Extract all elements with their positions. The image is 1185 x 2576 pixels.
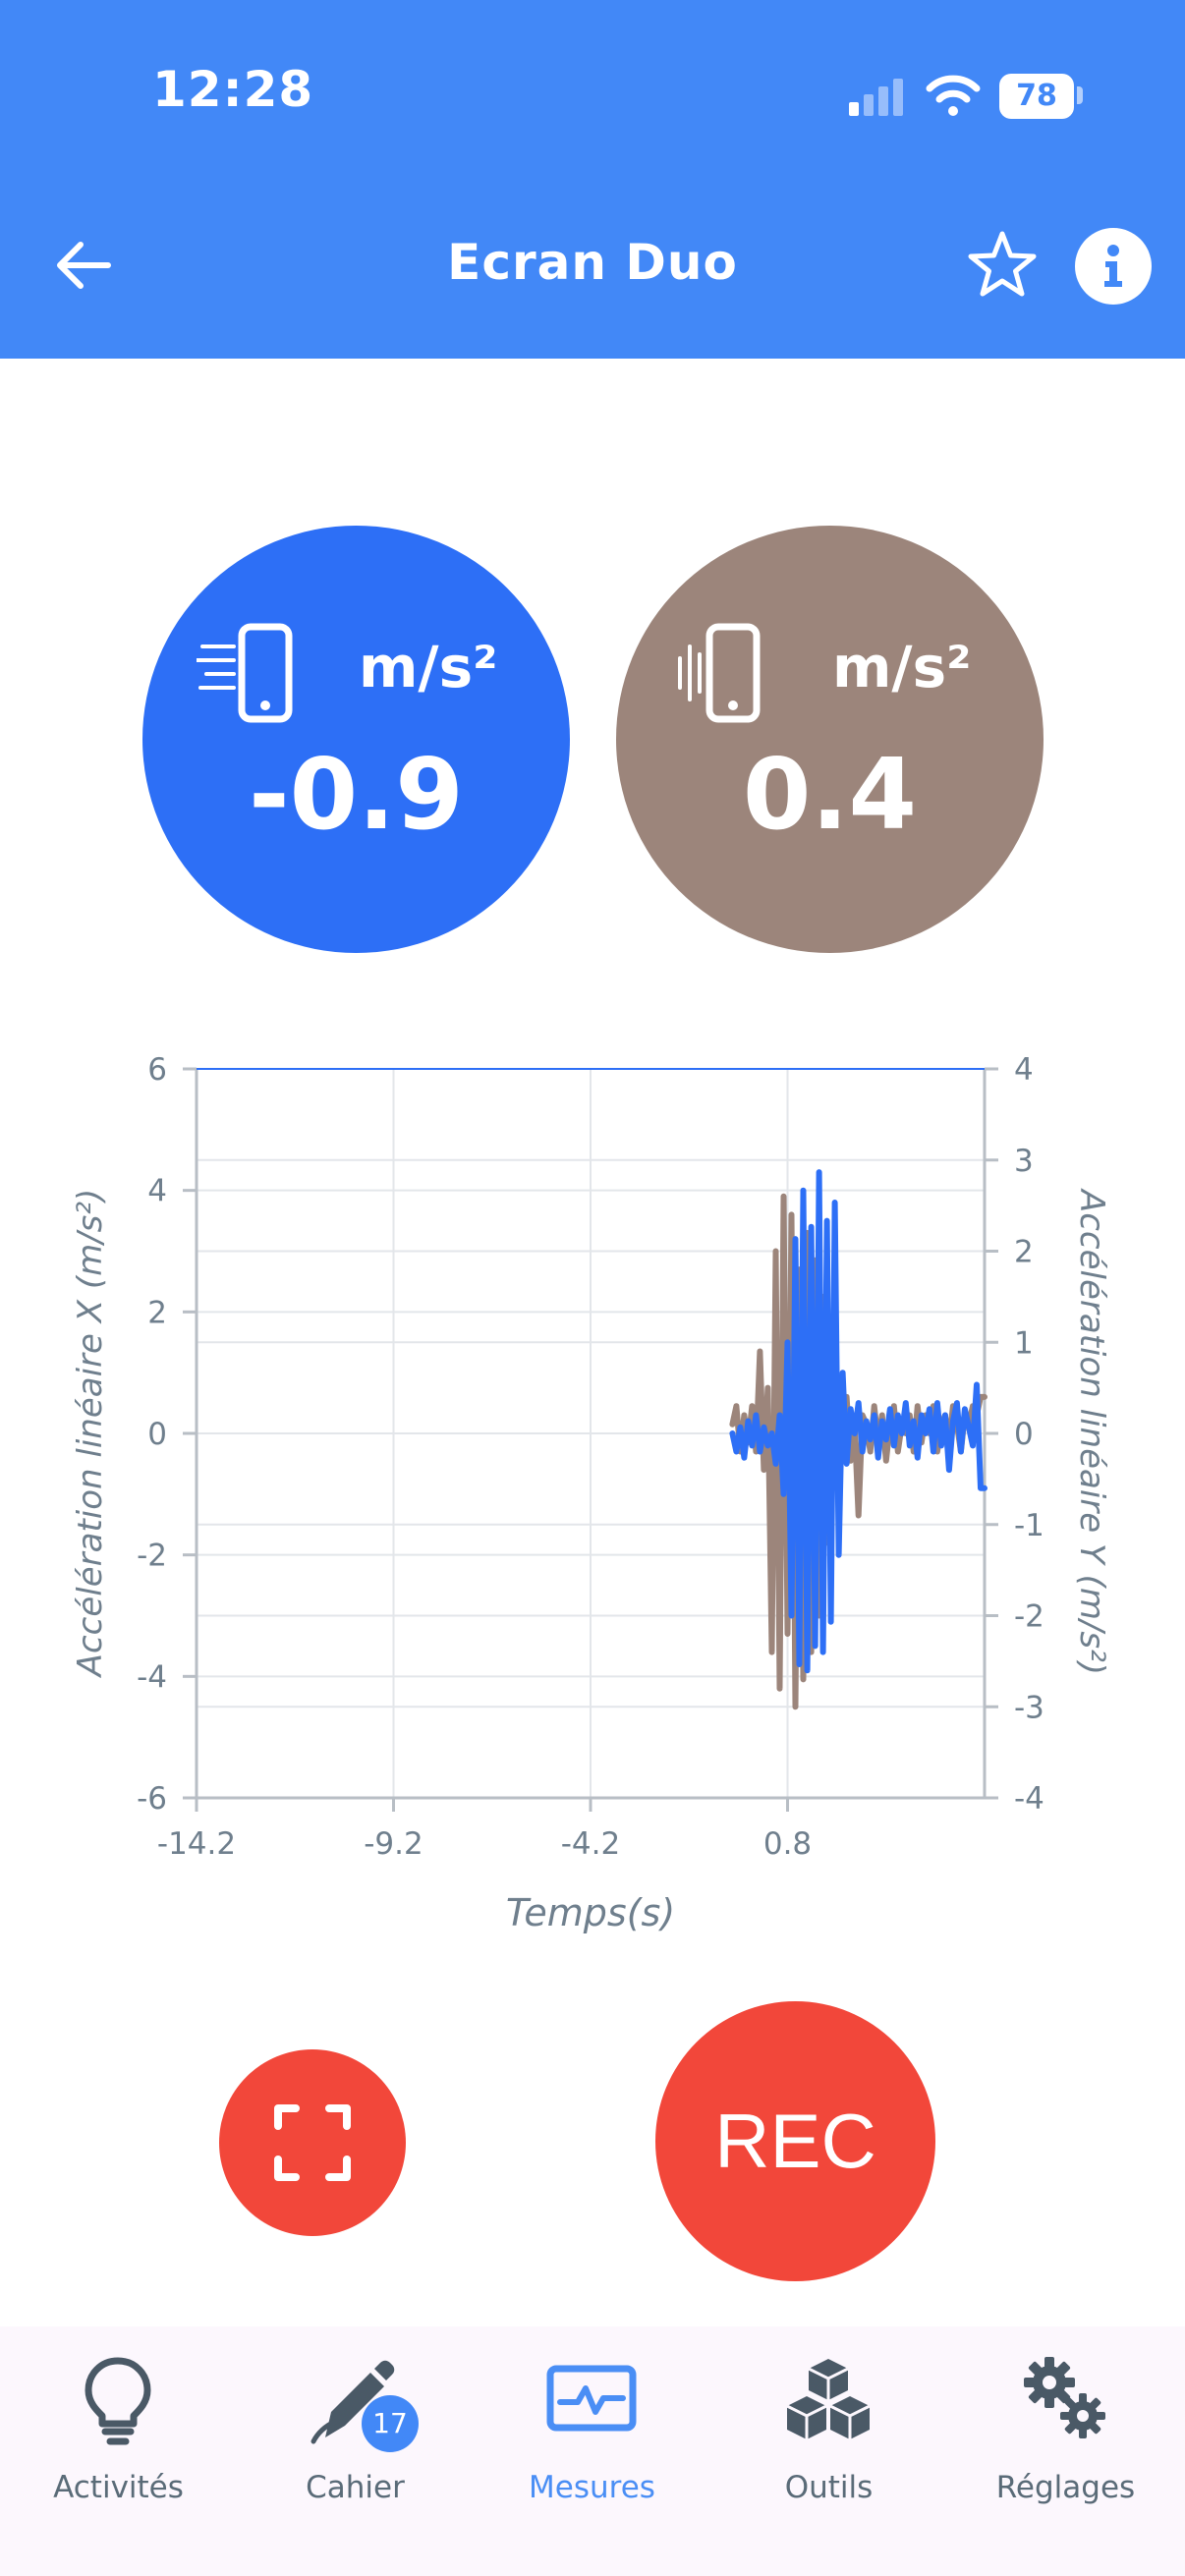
y-left-tick-label: -2 bbox=[137, 1539, 167, 1574]
bottom-navigation: Activités 17 Cahier Mesures Outils bbox=[0, 2326, 1185, 2576]
acceleration-y-gauge: m/s² 0.4 bbox=[616, 526, 1044, 953]
cellular-signal-icon bbox=[849, 79, 903, 116]
y-right-tick-label: 0 bbox=[1014, 1417, 1034, 1452]
nav-label-mesures: Mesures bbox=[529, 2470, 655, 2505]
gauge-x-value: -0.9 bbox=[249, 737, 464, 852]
nav-item-outils[interactable]: Outils bbox=[710, 2326, 947, 2576]
y-left-tick-label: 2 bbox=[147, 1295, 167, 1330]
favorite-star-icon[interactable] bbox=[965, 228, 1040, 303]
y-right-tick-label: 3 bbox=[1014, 1144, 1034, 1179]
nav-item-cahier[interactable]: 17 Cahier bbox=[237, 2326, 474, 2576]
nav-item-mesures[interactable]: Mesures bbox=[474, 2326, 710, 2576]
x-tick-label: -14.2 bbox=[157, 1826, 236, 1862]
y-left-axis-title: Accélération linéaire X (m/s²) bbox=[71, 1189, 110, 1679]
info-button[interactable] bbox=[1075, 228, 1152, 305]
back-arrow-icon[interactable] bbox=[49, 231, 118, 300]
y-right-tick-label: -2 bbox=[1014, 1599, 1044, 1635]
battery-tip bbox=[1077, 86, 1083, 104]
cubes-icon bbox=[786, 2359, 871, 2439]
fullscreen-button[interactable] bbox=[219, 2049, 406, 2236]
y-left-tick-label: -4 bbox=[137, 1659, 167, 1695]
nav-item-activites[interactable]: Activités bbox=[0, 2326, 237, 2576]
y-left-tick-label: 6 bbox=[147, 1052, 167, 1088]
y-left-tick-label: 4 bbox=[147, 1174, 167, 1209]
battery-indicator: 78 bbox=[999, 74, 1074, 119]
gauge-y-unit: m/s² bbox=[832, 634, 972, 700]
cahier-badge: 17 bbox=[362, 2395, 419, 2452]
phone-vibrate-icon bbox=[678, 623, 761, 723]
nav-label-reglages: Réglages bbox=[995, 2470, 1136, 2505]
gauge-y-value: 0.4 bbox=[742, 737, 918, 852]
fullscreen-icon bbox=[274, 2104, 351, 2181]
nav-label-activites: Activités bbox=[53, 2470, 184, 2505]
y-right-axis-title: Accélération linéaire Y (m/s²) bbox=[1072, 1188, 1111, 1675]
y-right-tick-label: 1 bbox=[1014, 1325, 1034, 1361]
app-header: 12:28 78 Ecran Duo bbox=[0, 0, 1185, 359]
y-right-tick-label: -4 bbox=[1014, 1781, 1044, 1817]
y-right-tick-label: -3 bbox=[1014, 1690, 1044, 1725]
y-right-tick-label: -1 bbox=[1014, 1508, 1044, 1543]
gauge-x-unit: m/s² bbox=[359, 634, 498, 700]
y-right-tick-label: 2 bbox=[1014, 1235, 1034, 1270]
status-time: 12:28 bbox=[152, 61, 314, 118]
x-tick-label: -9.2 bbox=[364, 1826, 423, 1862]
nav-label-cahier: Cahier bbox=[306, 2470, 405, 2505]
y-right-tick-label: 4 bbox=[1014, 1052, 1034, 1088]
nav-label-outils: Outils bbox=[784, 2470, 874, 2505]
series-x-line bbox=[729, 1169, 988, 1674]
monitor-pulse-icon bbox=[546, 2365, 637, 2432]
info-icon bbox=[1104, 245, 1122, 287]
page-title: Ecran Duo bbox=[447, 234, 738, 291]
acceleration-x-gauge: m/s² -0.9 bbox=[142, 526, 570, 953]
wifi-icon bbox=[926, 75, 981, 116]
x-tick-label: 0.8 bbox=[763, 1826, 812, 1862]
acceleration-chart[interactable]: 6 4 2 0 -2 -4 -6 4 3 2 1 0 -1 -2 -3 -4 -14.2 -9.2 -4.2 0.8 T… bbox=[0, 1032, 1185, 1965]
x-axis-title: Temps(s) bbox=[506, 1891, 675, 1934]
record-button[interactable]: REC bbox=[655, 2001, 935, 2281]
y-left-tick-label: 0 bbox=[147, 1417, 167, 1452]
gears-icon bbox=[1024, 2357, 1105, 2438]
x-tick-label: -4.2 bbox=[561, 1826, 621, 1862]
lightbulb-icon bbox=[85, 2357, 151, 2445]
y-left-tick-label: -6 bbox=[137, 1781, 167, 1817]
nav-item-reglages[interactable]: Réglages bbox=[947, 2326, 1184, 2576]
phone-motion-horizontal-icon bbox=[197, 623, 293, 723]
pencil-icon bbox=[310, 2360, 395, 2444]
